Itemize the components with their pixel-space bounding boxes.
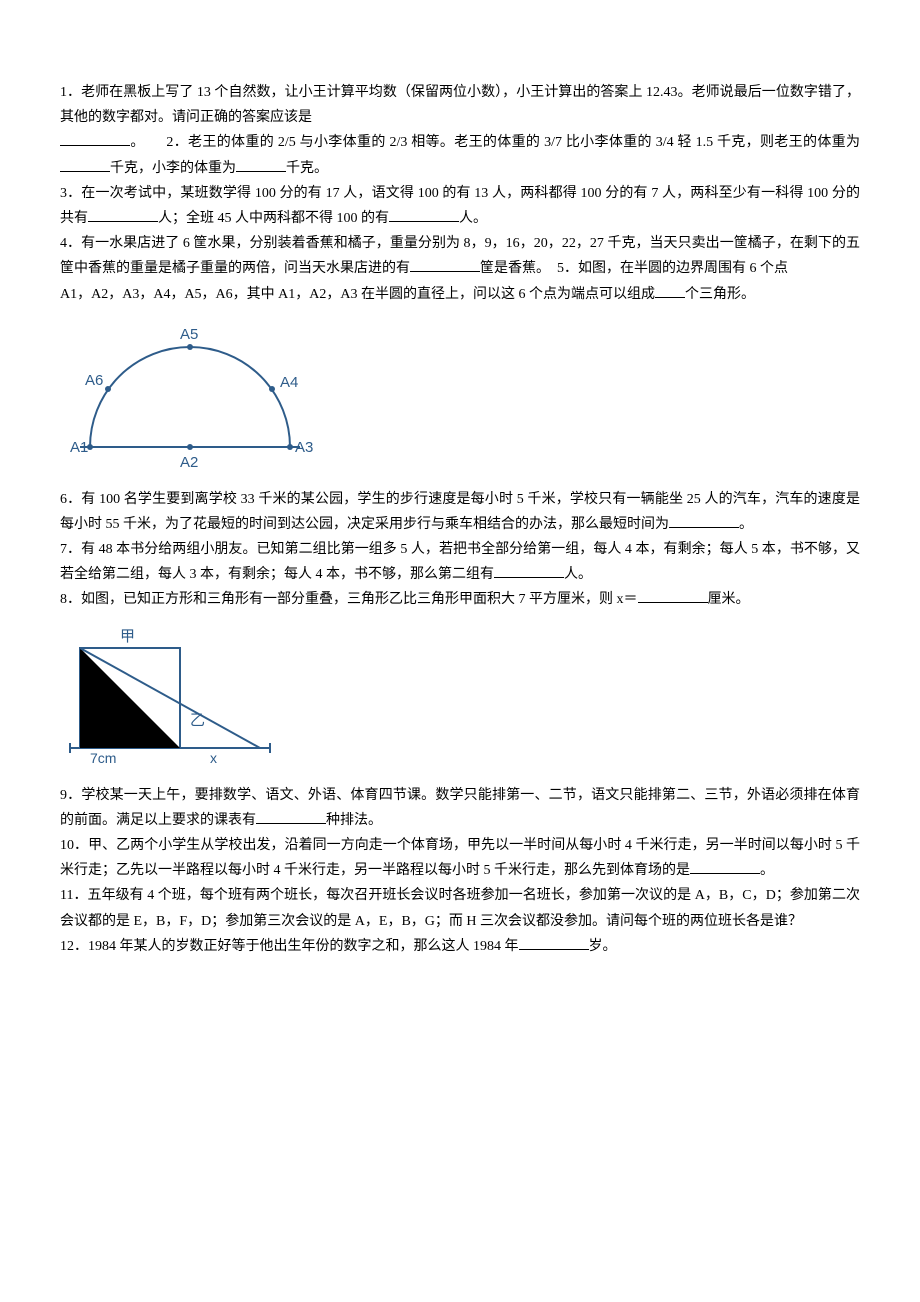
q7-blank [494,563,564,578]
q12-text-b: 岁。 [589,939,617,954]
q9-text-a: 9．学校某一天上午，要排数学、语文、外语、体育四节课。数学只能排第一、二节，语文… [60,788,860,828]
q10-blank [690,859,760,874]
semicircle-figure: A1 A2 A3 A4 A5 A6 [60,317,860,477]
q3-text-c: 人。 [459,211,487,226]
question-9: 9．学校某一天上午，要排数学、语文、外语、体育四节课。数学只能排第一、二节，语文… [60,783,860,833]
label-a6: A6 [85,372,103,389]
label-a5: A5 [180,326,198,343]
q5-text-b: 个三角形。 [685,287,755,302]
label-seven: 7cm [90,750,116,766]
q9-blank [256,809,326,824]
label-jia: 甲 [120,629,135,645]
q2-text-c: 千克。 [286,161,328,176]
q5-blank [655,283,685,298]
label-a1: A1 [70,439,88,456]
q1-text: 1．老师在黑板上写了 13 个自然数，让小王计算平均数（保留两位小数），小王计算… [60,85,860,125]
q7-text-b: 人。 [564,567,592,582]
q2-text-a: 。 2．老王的体重的 2/5 与小李体重的 2/3 相等。老王的体重的 3/7 … [130,135,860,150]
question-3: 3．在一次考试中，某班数学得 100 分的有 17 人，语文得 100 的有 1… [60,181,860,231]
question-5-cont: A1，A2，A3，A4，A5，A6，其中 A1，A2，A3 在半圆的直径上，问以… [60,282,860,307]
q1-blank [60,131,130,146]
question-6: 6．有 100 名学生要到离学校 33 千米的某公园，学生的步行速度是每小时 5… [60,487,860,537]
q3-blank-1 [88,207,158,222]
question-2-3: 。 2．老王的体重的 2/5 与小李体重的 2/3 相等。老王的体重的 3/7 … [60,130,860,180]
label-a4: A4 [280,374,298,391]
q2-blank-1 [60,157,110,172]
q8-blank [638,588,708,603]
q3-blank-2 [389,207,459,222]
q8-text-a: 8．如图，已知正方形和三角形有一部分重叠，三角形乙比三角形甲面积大 7 平方厘米… [60,592,638,607]
q12-blank [519,935,589,950]
question-12: 12．1984 年某人的岁数正好等于他出生年份的数字之和，那么这人 1984 年… [60,934,860,959]
q10-text-b: 。 [760,863,774,878]
q5-text-a: A1，A2，A3，A4，A5，A6，其中 A1，A2，A3 在半圆的直径上，问以… [60,287,655,302]
question-8: 8．如图，已知正方形和三角形有一部分重叠，三角形乙比三角形甲面积大 7 平方厘米… [60,587,860,612]
q11-text: 11．五年级有 4 个班，每个班有两个班长，每次召开班长会议时各班参加一名班长，… [60,888,860,928]
q4-text-b: 筐是香蕉。 5．如图，在半圆的边界周围有 6 个点 [480,261,788,276]
q7-text-a: 7．有 48 本书分给两组小朋友。已知第二组比第一组多 5 人，若把书全部分给第… [60,542,860,582]
q2-blank-2 [236,157,286,172]
label-a2: A2 [180,454,198,471]
q9-text-b: 种排法。 [326,813,382,828]
label-x: x [210,750,217,766]
q8-text-b: 厘米。 [708,592,750,607]
q6-blank [669,513,739,528]
question-11: 11．五年级有 4 个班，每个班有两个班长，每次召开班长会议时各班参加一名班长，… [60,883,860,933]
q2-text-b: 千克，小李的体重为 [110,161,236,176]
label-yi: 乙 [190,713,205,729]
q4-blank [410,257,480,272]
q3-text-b: 人；全班 45 人中两科都不得 100 的有 [158,211,389,226]
q6-text-b: 。 [739,517,753,532]
label-a3: A3 [295,439,313,456]
question-7: 7．有 48 本书分给两组小朋友。已知第二组比第一组多 5 人，若把书全部分给第… [60,537,860,587]
square-triangle-figure: 甲 乙 7cm x [60,623,860,773]
question-1: 1．老师在黑板上写了 13 个自然数，让小王计算平均数（保留两位小数），小王计算… [60,80,860,130]
question-10: 10．甲、乙两个小学生从学校出发，沿着同一方向走一个体育场，甲先以一半时间从每小… [60,833,860,883]
q12-text-a: 12．1984 年某人的岁数正好等于他出生年份的数字之和，那么这人 1984 年 [60,939,519,954]
question-4-5: 4．有一水果店进了 6 筐水果，分别装着香蕉和橘子，重量分别为 8，9，16，2… [60,231,860,281]
